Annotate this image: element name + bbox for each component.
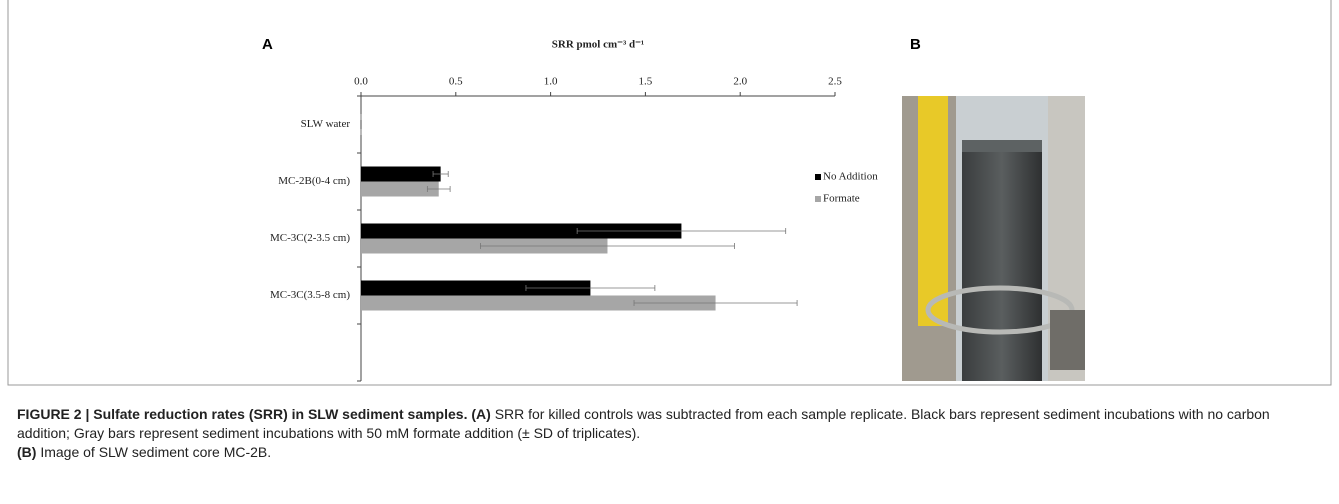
photo [902,96,1085,381]
error-bar [426,186,451,192]
bar [361,295,716,311]
error-bar [432,171,449,177]
x-tick-label: 0.5 [449,76,463,88]
error-bar [525,285,656,291]
y-tick-label: MC-3C(3.5-8 cm) [270,289,350,301]
error-bar [633,300,798,306]
y-tick-label: MC-2B(0-4 cm) [278,175,350,187]
x-tick-label: 1.0 [544,76,558,88]
legend-label: No Addition [823,171,878,183]
error-bar [576,228,787,234]
figure: A B SRR pmol cm⁻³ d⁻¹ 0.0 0.5 1.0 1.5 2.0 2.5… [7,0,1332,386]
caption: FIGURE 2 | Sulfate reduction rates (SRR)… [17,405,1322,462]
bar [361,181,439,197]
figure-frame [7,0,1332,386]
caption-text: SRR for killed controls was subtracted f… [17,406,1270,441]
legend-label: Formate [823,193,860,205]
caption-tag: (B) [17,444,37,460]
x-tick-label: 1.5 [639,76,653,88]
y-tick-label: MC-3C(2-3.5 cm) [270,232,350,244]
caption-line: (B) Image of SLW sediment core MC-2B. [17,443,1322,462]
bar [361,280,591,296]
caption-tag: (A) [471,406,491,422]
legend-swatch [815,174,821,180]
legend-swatch [815,196,821,202]
x-tick-label: 2.0 [733,76,747,88]
panel-label: A [262,36,273,53]
bar [361,166,441,182]
error-bar [480,243,735,249]
bar [361,223,682,239]
x-tick-label: 2.5 [828,76,842,88]
panel-label: B [910,36,921,53]
caption-text: Image of SLW sediment core MC-2B. [40,444,272,460]
caption-title: FIGURE 2 | Sulfate reduction rates (SRR)… [17,406,468,422]
x-tick-label: 0.0 [354,76,368,88]
x-axis-title: SRR pmol cm⁻³ d⁻¹ [552,39,644,51]
y-tick-label: SLW water [301,118,351,130]
